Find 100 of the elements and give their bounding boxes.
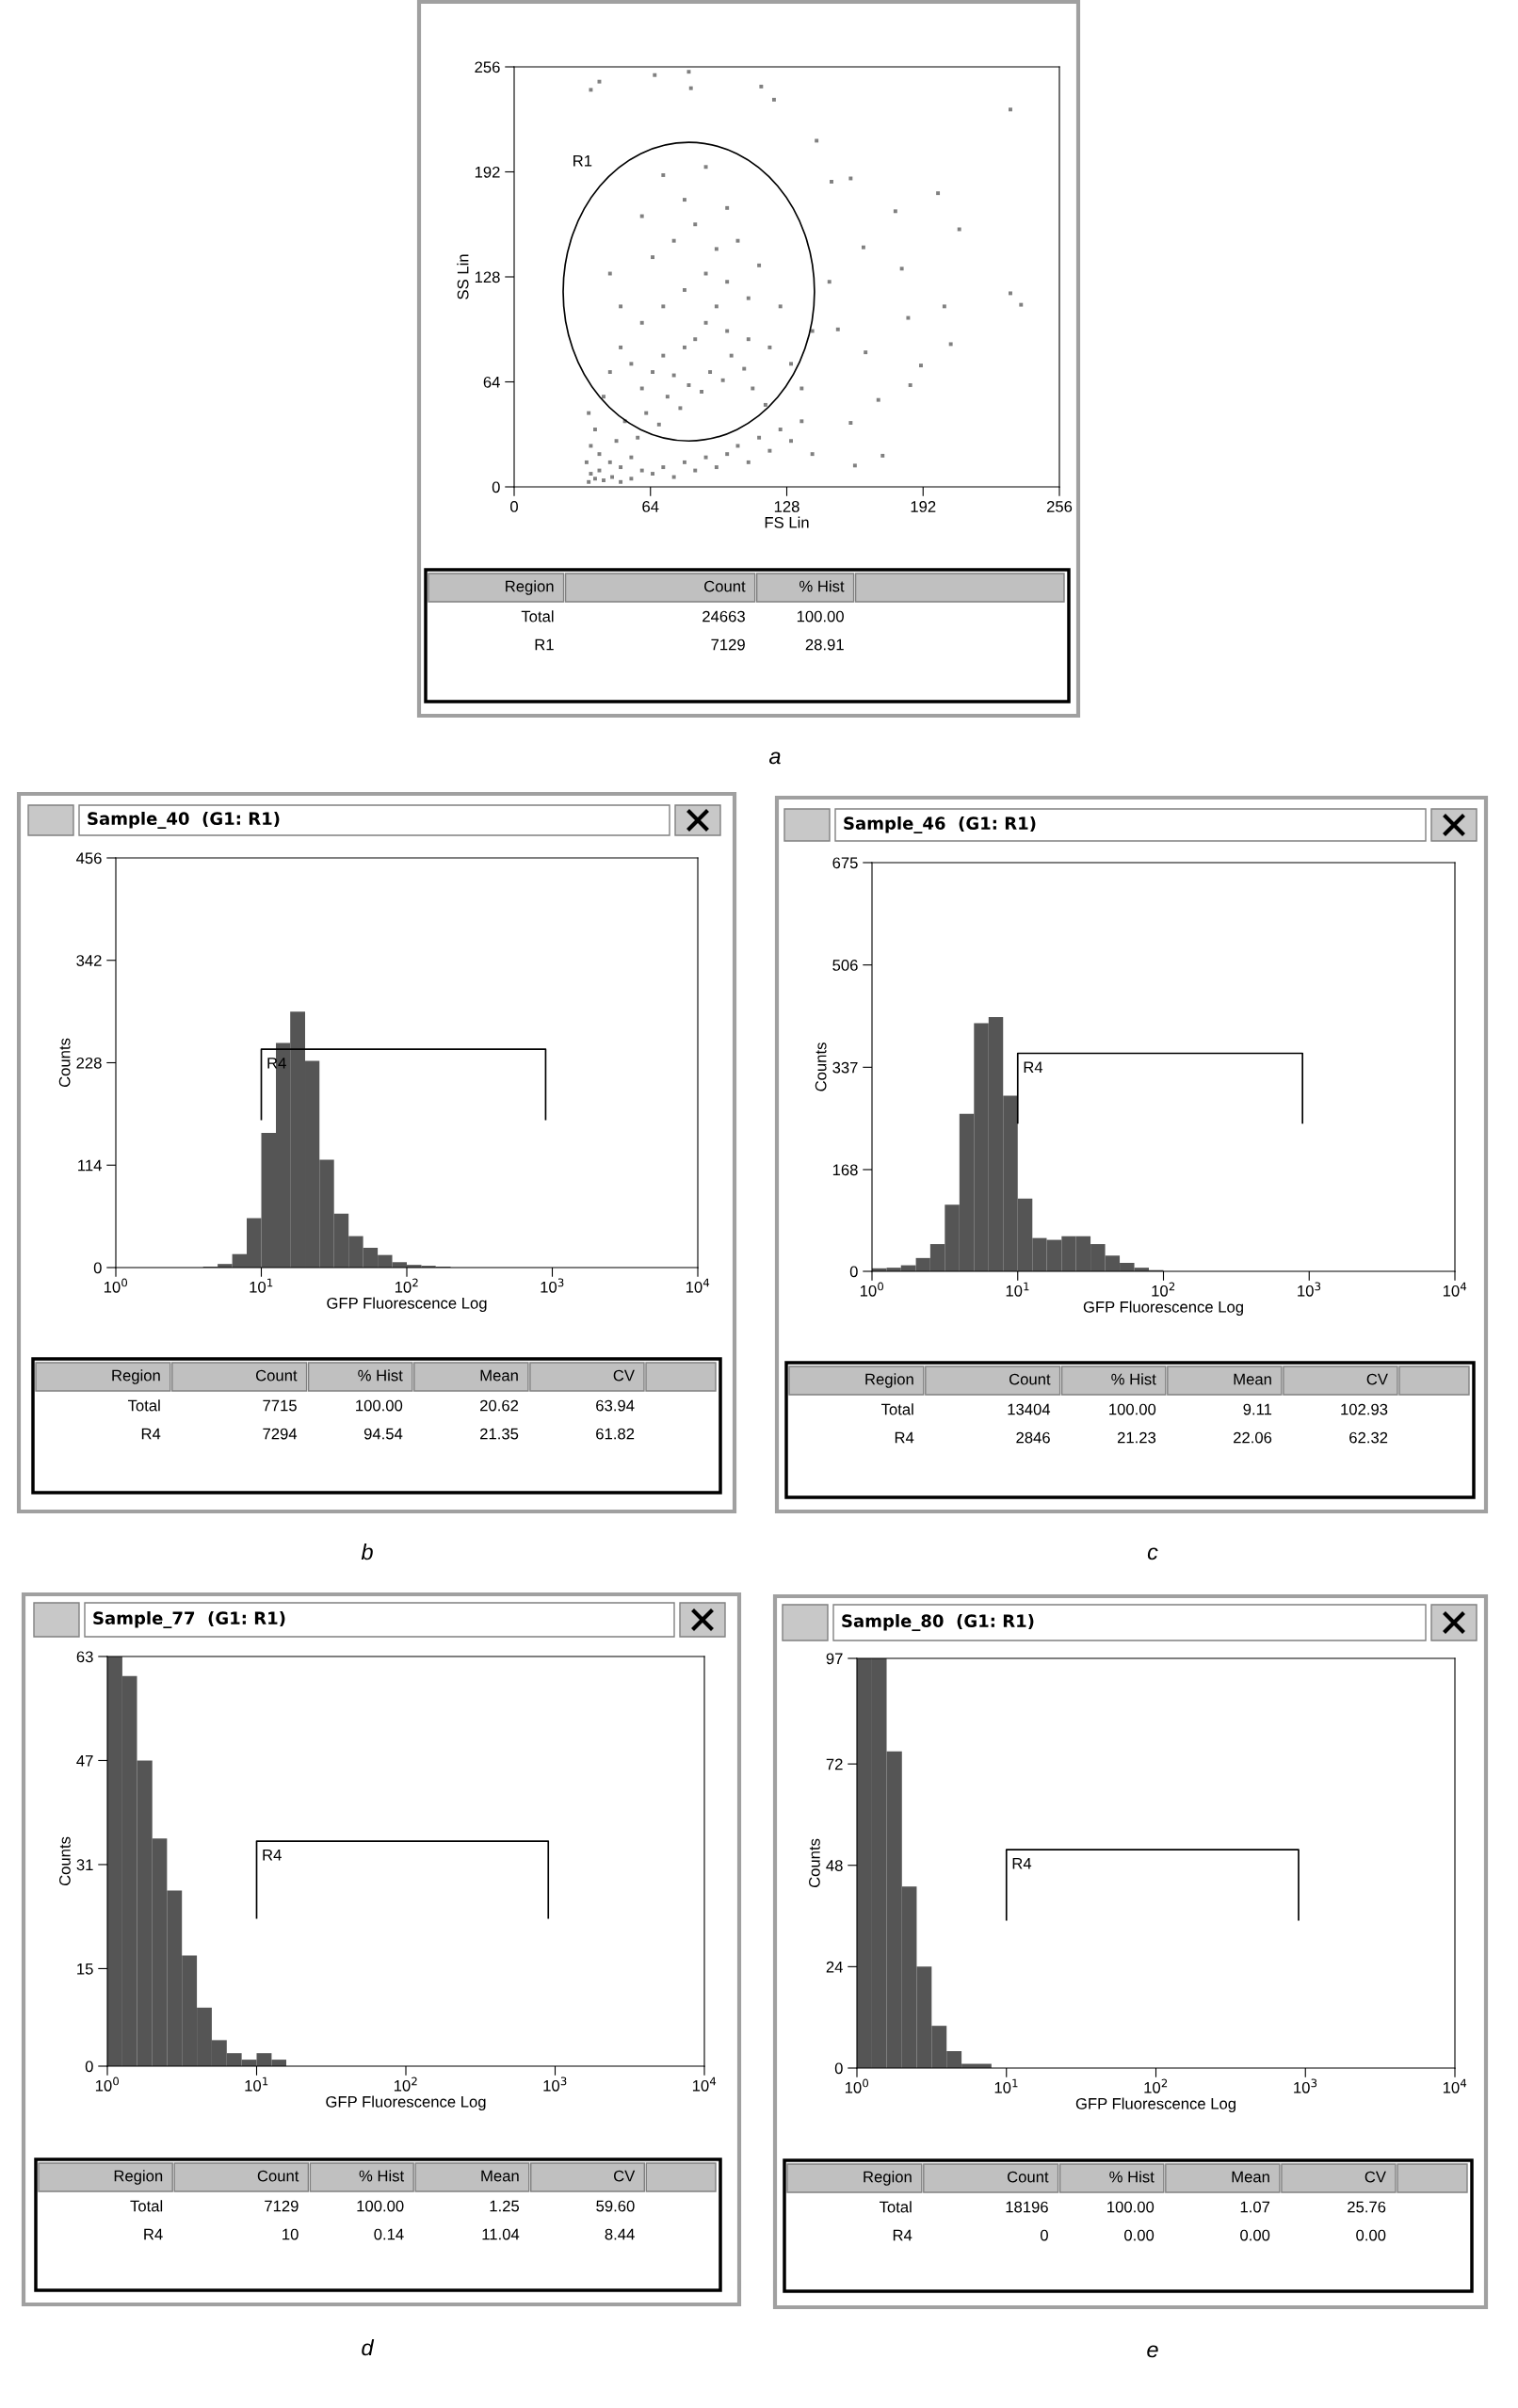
y-axis-title: Counts xyxy=(809,1838,820,1888)
x-tick-label: 10$^{4}$ xyxy=(686,1278,710,1293)
text: 0.00 xyxy=(1240,2229,1270,2241)
x-tick-label: 10$^{2}$ xyxy=(395,1278,418,1293)
y-tick-label: 114 xyxy=(78,1159,102,1172)
text: Total xyxy=(130,2200,163,2212)
text: R4 xyxy=(144,2228,163,2240)
y-tick-label: 15 xyxy=(77,1964,93,1975)
text: Count xyxy=(255,1369,298,1382)
x-tick-label: 10$^{0}$ xyxy=(860,1282,884,1297)
text: Total xyxy=(521,610,554,622)
y-tick-label: 342 xyxy=(76,955,102,966)
x-tick-label: 10$^{2}$ xyxy=(1144,2078,1168,2093)
text: % Hist xyxy=(1111,1373,1156,1385)
text: CV xyxy=(613,1369,635,1382)
x-tick-label: 10$^{1}$ xyxy=(1006,1282,1029,1297)
x-tick-label: 10$^{3}$ xyxy=(543,2077,567,2092)
annotation: R1 xyxy=(573,155,592,167)
x-tick-label: 10$^{1}$ xyxy=(994,2078,1018,2093)
y-tick-label: 128 xyxy=(475,271,500,283)
text: 8.44 xyxy=(605,2228,635,2240)
x-tick-label: 10$^{2}$ xyxy=(394,2077,417,2092)
x-axis-title: GFP Fluorescence Log xyxy=(1083,1301,1243,1317)
y-tick-label: 192 xyxy=(475,166,500,178)
y-tick-label: 0 xyxy=(93,1262,102,1274)
text: R4 xyxy=(895,1431,914,1444)
y-tick-label: 31 xyxy=(76,1859,93,1871)
y-axis-title: SS Lin xyxy=(457,254,469,299)
text: 25.76 xyxy=(1348,2201,1386,2213)
chart-title: Sample_40 (G1: R1) xyxy=(88,812,280,829)
y-tick-label: 63 xyxy=(76,1651,93,1663)
chart-title: Sample_77 (G1: R1) xyxy=(93,1611,285,1628)
chart-title: Sample_46 (G1: R1) xyxy=(844,816,1036,833)
x-axis-title: GFP Fluorescence Log xyxy=(1075,2097,1235,2113)
text: 11.04 xyxy=(482,2228,520,2240)
text: 9.11 xyxy=(1243,1403,1272,1415)
text: Count xyxy=(1009,1373,1051,1385)
series-label: R4 xyxy=(1024,1061,1043,1073)
text: 94.54 xyxy=(363,1428,403,1440)
text: % Hist xyxy=(799,580,845,592)
text: R4 xyxy=(893,2229,912,2241)
text: a xyxy=(768,751,781,765)
text: 100.00 xyxy=(1107,2201,1155,2213)
y-tick-label: 506 xyxy=(832,960,858,971)
text: R1 xyxy=(535,638,554,651)
text: CV xyxy=(613,2170,636,2182)
text: b xyxy=(361,1543,373,1560)
y-tick-label: 168 xyxy=(832,1164,858,1176)
text: 20.62 xyxy=(480,1399,519,1412)
text: Count xyxy=(1007,2171,1049,2183)
x-tick-label: 64 xyxy=(642,501,659,512)
y-tick-label: 228 xyxy=(76,1057,102,1069)
text: Region xyxy=(112,1369,160,1384)
x-axis-title: GFP Fluorescence Log xyxy=(327,1297,487,1313)
text: 102.93 xyxy=(1341,1403,1388,1415)
text: % Hist xyxy=(358,1369,403,1382)
text: 0.00 xyxy=(1124,2229,1155,2241)
text: % Hist xyxy=(359,2170,405,2182)
x-tick-label: 10$^{0}$ xyxy=(845,2078,869,2093)
y-tick-label: 24 xyxy=(826,1961,843,1973)
series-label: R4 xyxy=(1012,1858,1032,1869)
x-tick-label: 10$^{1}$ xyxy=(250,1278,273,1293)
text: 61.82 xyxy=(596,1428,635,1440)
text: 0 xyxy=(1040,2229,1048,2241)
y-tick-label: 675 xyxy=(832,857,858,869)
text: c xyxy=(1147,1547,1158,1560)
text: e xyxy=(1147,2345,1158,2358)
y-axis-title: Counts xyxy=(59,1836,71,1886)
text: 100.00 xyxy=(1109,1403,1156,1415)
y-tick-label: 47 xyxy=(76,1755,93,1767)
x-tick-label: 256 xyxy=(1046,501,1073,512)
text: Count xyxy=(704,580,746,592)
x-tick-label: 192 xyxy=(911,501,936,512)
text: 2846 xyxy=(1016,1431,1050,1444)
text: 100.00 xyxy=(356,1399,403,1412)
text: 0.14 xyxy=(374,2228,404,2240)
x-tick-label: 10$^{0}$ xyxy=(95,2077,120,2092)
chart-title: Sample_80 (G1: R1) xyxy=(842,1614,1034,1631)
text: 7715 xyxy=(263,1399,297,1412)
text: 1.07 xyxy=(1240,2201,1270,2213)
text: Region xyxy=(114,2170,163,2185)
text: Region xyxy=(864,2171,912,2186)
y-axis-title: Counts xyxy=(815,1042,827,1091)
text: Mean xyxy=(1232,2171,1269,2183)
x-tick-label: 10$^{1}$ xyxy=(245,2077,268,2092)
text: CV xyxy=(1365,2171,1386,2183)
text: 100.00 xyxy=(797,610,844,622)
x-tick-label: 10$^{4}$ xyxy=(692,2077,717,2092)
x-axis-title: FS Lin xyxy=(765,516,809,528)
text: 28.91 xyxy=(805,638,844,651)
text: 10 xyxy=(283,2228,299,2240)
text: d xyxy=(362,2339,375,2356)
y-tick-label: 0 xyxy=(834,2062,843,2075)
y-tick-label: 0 xyxy=(492,481,500,493)
text: 7129 xyxy=(265,2200,299,2212)
text: R4 xyxy=(141,1428,161,1440)
text: % Hist xyxy=(1109,2171,1155,2183)
x-tick-label: 128 xyxy=(774,501,799,512)
text: 59.60 xyxy=(596,2200,635,2212)
x-tick-label: 10$^{3}$ xyxy=(1294,2078,1317,2093)
